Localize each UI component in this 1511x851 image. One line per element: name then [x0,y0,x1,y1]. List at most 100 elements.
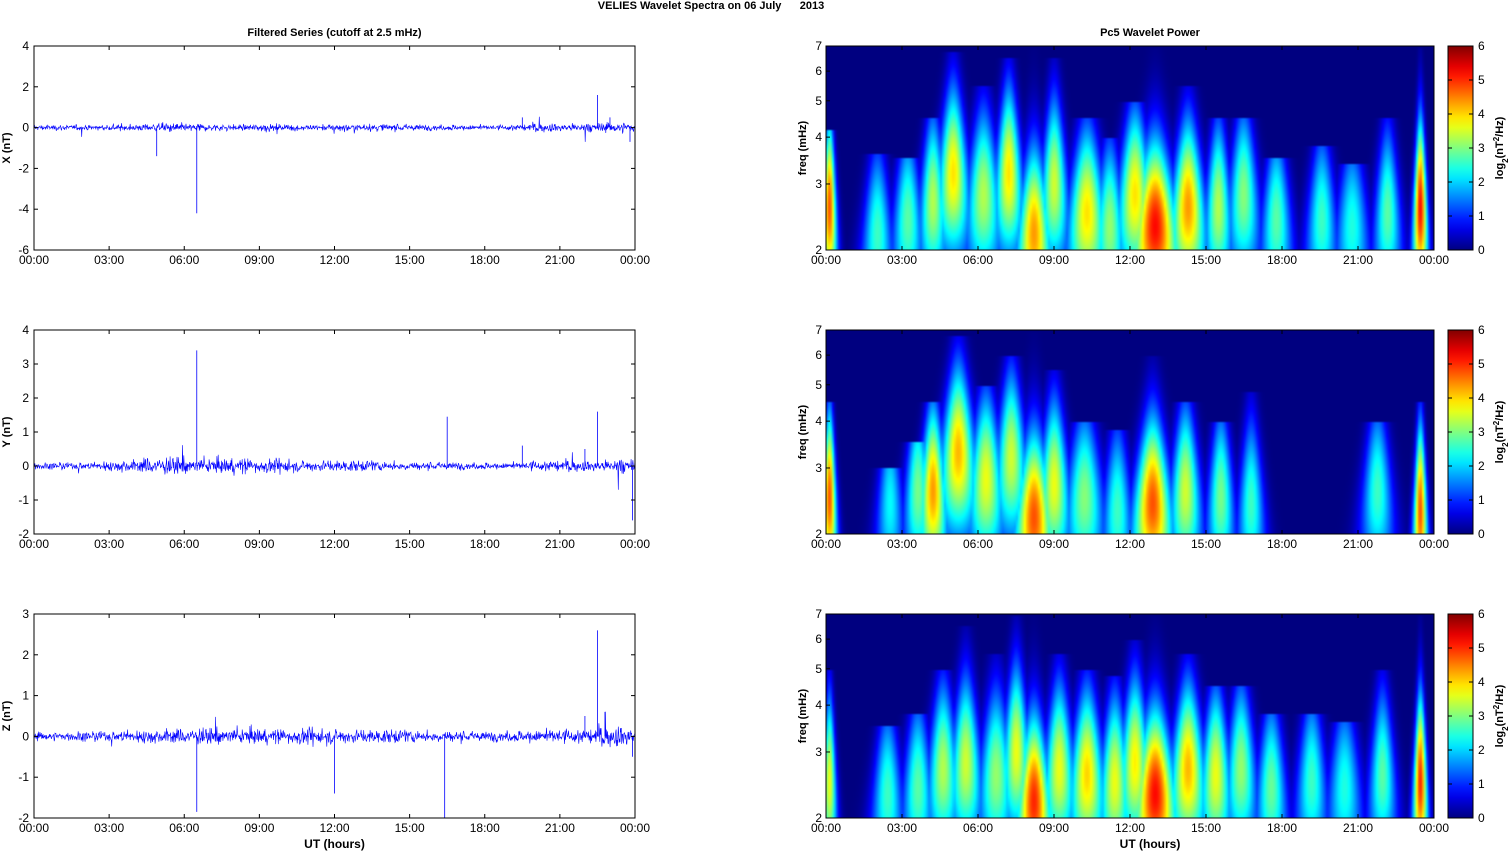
ytick-label: -6 [18,243,29,257]
ytick-label: 4 [815,130,822,144]
wl-Z-xtick-label: 06:00 [963,821,993,835]
timeseries-panel-Y: -2 -1 0 1 2 3 4 00:00 03:00 06:00 09:00 12:00 15:00 1… [1,323,650,551]
ts-X-xtick-label: 12:00 [319,253,349,267]
wl-X-xtick-label: 18:00 [1267,253,1297,267]
ytick-label: 6 [815,64,822,78]
ts-Y-xtick-label: 12:00 [319,537,349,551]
ytick-label: 5 [815,378,822,392]
wl-Y-xtick-label: 18:00 [1267,537,1297,551]
ytick-label: 3 [22,357,29,371]
ytick-label: 0 [22,121,29,135]
ts-Z-xtick-label: 00:00 [620,821,650,835]
wl-X-xtick-label: 00:00 [1419,253,1449,267]
ytick-label: 2 [22,648,29,662]
ytick-label: 6 [815,348,822,362]
ts-X-xtick-label: 21:00 [545,253,575,267]
ytick-label: 4 [815,414,822,428]
colorbar-tick-label: 2 [1478,743,1485,757]
wl-Z-xtick-label: 00:00 [811,821,841,835]
left-column-title: Filtered Series (cutoff at 2.5 mHz) [247,27,422,39]
wl-Z-xtick-label: 18:00 [1267,821,1297,835]
ytick-label: 3 [22,607,29,621]
ts-Z-xtick-label: 03:00 [94,821,124,835]
colorbar-tick-label: 1 [1478,493,1485,507]
colorbar-X [1447,45,1474,251]
colorbar-Z [1447,613,1474,819]
ts-Z-xtick-label: 15:00 [395,821,425,835]
colorbar-tick-label: 5 [1478,357,1485,371]
ytick-label: -1 [18,493,29,507]
ytick-label: 7 [815,607,822,621]
freq-ylabel: freq (mHz) [797,688,809,743]
wl-X-xtick-label: 06:00 [963,253,993,267]
colorbar-tick-label: 2 [1478,459,1485,473]
wl-Z-xtick-label: 09:00 [1039,821,1069,835]
ytick-label: 2 [815,243,822,257]
wl-Y-xtick-label: 12:00 [1115,537,1145,551]
ts-Z-xtick-label: 21:00 [545,821,575,835]
trace-X [34,116,635,142]
ts-X-xtick-label: 15:00 [395,253,425,267]
wl-Y-xtick-label: 00:00 [1419,537,1449,551]
wl-Y-xtick-label: 00:00 [811,537,841,551]
timeseries-panel-X: -6 -4 -2 0 2 4 00:00 03:00 06:00 09:00 12:00 15:00 1… [1,27,650,267]
ylabel-Z: Z (nT) [1,700,13,731]
ytick-label: -2 [18,161,29,175]
colorbar-tick-label: 4 [1478,391,1485,405]
ts-Z-xtick-label: 00:00 [19,821,49,835]
ytick-label: 5 [815,94,822,108]
xlabel-right: UT (hours) [1120,837,1181,851]
colorbar-tick-label: 3 [1478,425,1485,439]
right-column-title: Pc5 Wavelet Power [1100,27,1201,39]
ts-Y-xtick-label: 18:00 [470,537,500,551]
wl-Z-xtick-label: 21:00 [1343,821,1373,835]
ts-X-xtick-label: 00:00 [19,253,49,267]
ts-X-xtick-label: 18:00 [470,253,500,267]
wl-Z-xtick-label: 00:00 [1419,821,1449,835]
ytick-label: -2 [18,811,29,825]
wl-Z-xtick-label: 03:00 [887,821,917,835]
colorbar-tick-label: 3 [1478,141,1485,155]
ytick-label: 2 [815,527,822,541]
ylabel-Y: Y (nT) [1,416,13,447]
ts-X-xtick-label: 00:00 [620,253,650,267]
wl-Y-xtick-label: 21:00 [1343,537,1373,551]
wl-X-xtick-label: 12:00 [1115,253,1145,267]
ytick-label: 4 [22,39,29,53]
ytick-label: 6 [815,632,822,646]
ytick-label: -1 [18,770,29,784]
ytick-label: 3 [815,461,822,475]
ts-Y-xtick-label: 15:00 [395,537,425,551]
colorbar-tick-label: 6 [1478,323,1485,337]
ts-Z-xtick-label: 06:00 [169,821,199,835]
colorbar-label: log2(nT2/Hz) [1492,116,1510,179]
colorbar-tick-label: 3 [1478,709,1485,723]
ytick-label: 0 [22,459,29,473]
ytick-label: 3 [815,745,822,759]
wavelet-heatmap-X [826,46,1434,250]
ytick-label: -4 [18,202,29,216]
wl-Y-xtick-label: 03:00 [887,537,917,551]
ts-Z-xtick-label: 09:00 [244,821,274,835]
ytick-label: 5 [815,662,822,676]
ts-Y-xtick-label: 21:00 [545,537,575,551]
wl-X-xtick-label: 09:00 [1039,253,1069,267]
ytick-label: 2 [22,391,29,405]
wavelet-panel-Y: 2 3 4 5 6 7 00:00 03:00 06:00 09:00 12:00 15:00 18:0… [797,323,1510,551]
wl-Y-xtick-label: 15:00 [1191,537,1221,551]
ytick-label: 3 [815,177,822,191]
wl-Y-xtick-label: 06:00 [963,537,993,551]
ts-Y-xtick-label: 03:00 [94,537,124,551]
ytick-label: 0 [22,729,29,743]
ytick-label: 7 [815,323,822,337]
colorbar-tick-label: 0 [1478,811,1485,825]
wavelet-panel-Z: 2 3 4 5 6 7 00:00 03:00 06:00 09:00 12:00 15:00 18:0… [797,607,1510,851]
ts-Y-xtick-label: 06:00 [169,537,199,551]
wavelet-heatmap-Z [826,614,1434,818]
ytick-label: 1 [22,425,29,439]
colorbar-tick-label: 4 [1478,107,1485,121]
colorbar-label: log2(nT2/Hz) [1492,400,1510,463]
trace-Y [34,445,635,490]
ytick-label: 2 [815,811,822,825]
